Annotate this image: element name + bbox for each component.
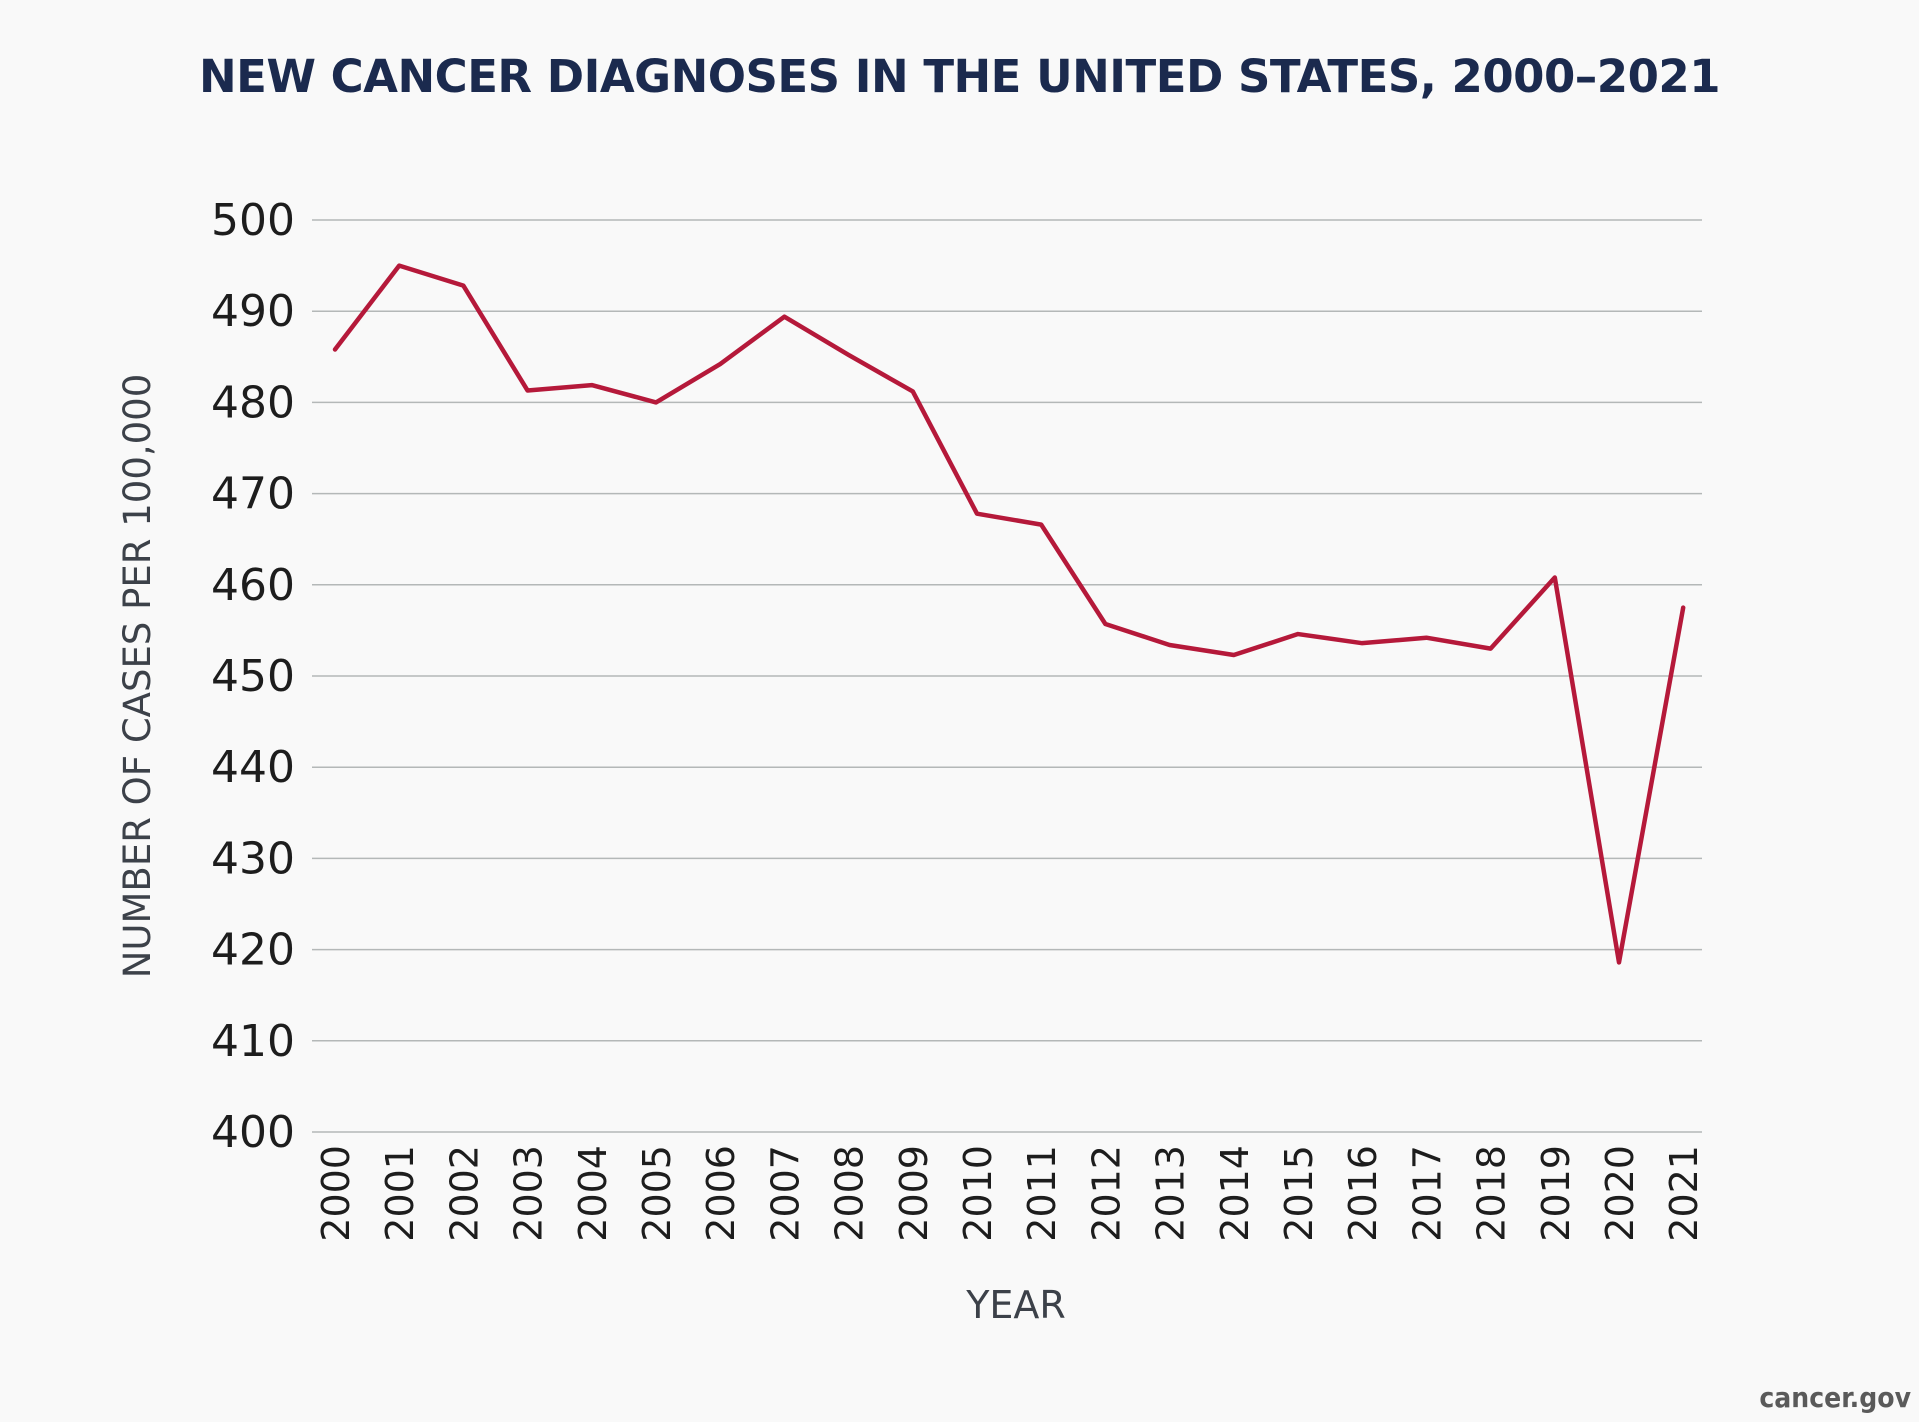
x-tick-label: 2000 — [314, 1145, 358, 1242]
x-tick-label: 2016 — [1341, 1145, 1385, 1242]
y-tick-label: 430 — [211, 833, 295, 884]
x-tick-label: 2006 — [699, 1145, 743, 1242]
x-tick-label: 2007 — [763, 1145, 807, 1242]
x-tick-label: 2005 — [635, 1145, 679, 1242]
x-tick-label: 2015 — [1277, 1145, 1321, 1242]
y-tick-label: 400 — [211, 1107, 295, 1158]
x-tick-label: 2014 — [1213, 1145, 1257, 1242]
x-tick-label: 2013 — [1149, 1145, 1193, 1242]
x-tick-label: 2002 — [442, 1145, 486, 1242]
source-credit: cancer.gov — [1759, 1381, 1911, 1414]
y-tick-label: 460 — [211, 560, 295, 611]
x-tick-label: 2010 — [956, 1145, 1000, 1242]
series-line — [332, 263, 1686, 965]
x-tick-label: 2019 — [1534, 1145, 1578, 1242]
x-tick-label: 2018 — [1470, 1145, 1514, 1242]
x-tick-label: 2011 — [1020, 1145, 1064, 1242]
x-axis-label: YEAR — [965, 1283, 1066, 1327]
x-tick-label: 2021 — [1662, 1145, 1706, 1242]
y-tick-label: 470 — [211, 469, 295, 520]
y-tick-label: 410 — [211, 1016, 295, 1067]
chart-title: NEW CANCER DIAGNOSES IN THE UNITED STATE… — [198, 50, 1721, 103]
y-tick-label: 500 — [211, 195, 295, 246]
y-tick-label: 450 — [211, 651, 295, 702]
x-tick-label: 2017 — [1405, 1145, 1449, 1242]
x-tick-label: 2001 — [378, 1145, 422, 1242]
y-tick-label: 420 — [211, 925, 295, 976]
x-tick-label: 2009 — [892, 1145, 936, 1242]
x-tick-label: 2008 — [828, 1145, 872, 1242]
x-tick-label: 2003 — [507, 1145, 551, 1242]
x-tick-label: 2020 — [1598, 1145, 1642, 1242]
y-tick-label: 440 — [211, 742, 295, 793]
y-tick-label: 490 — [211, 286, 295, 337]
y-axis-label: NUMBER OF CASES PER 100,000 — [116, 374, 159, 979]
y-tick-label: 480 — [211, 377, 295, 428]
x-tick-label: 2012 — [1084, 1145, 1128, 1242]
x-tick-label: 2004 — [571, 1145, 615, 1242]
